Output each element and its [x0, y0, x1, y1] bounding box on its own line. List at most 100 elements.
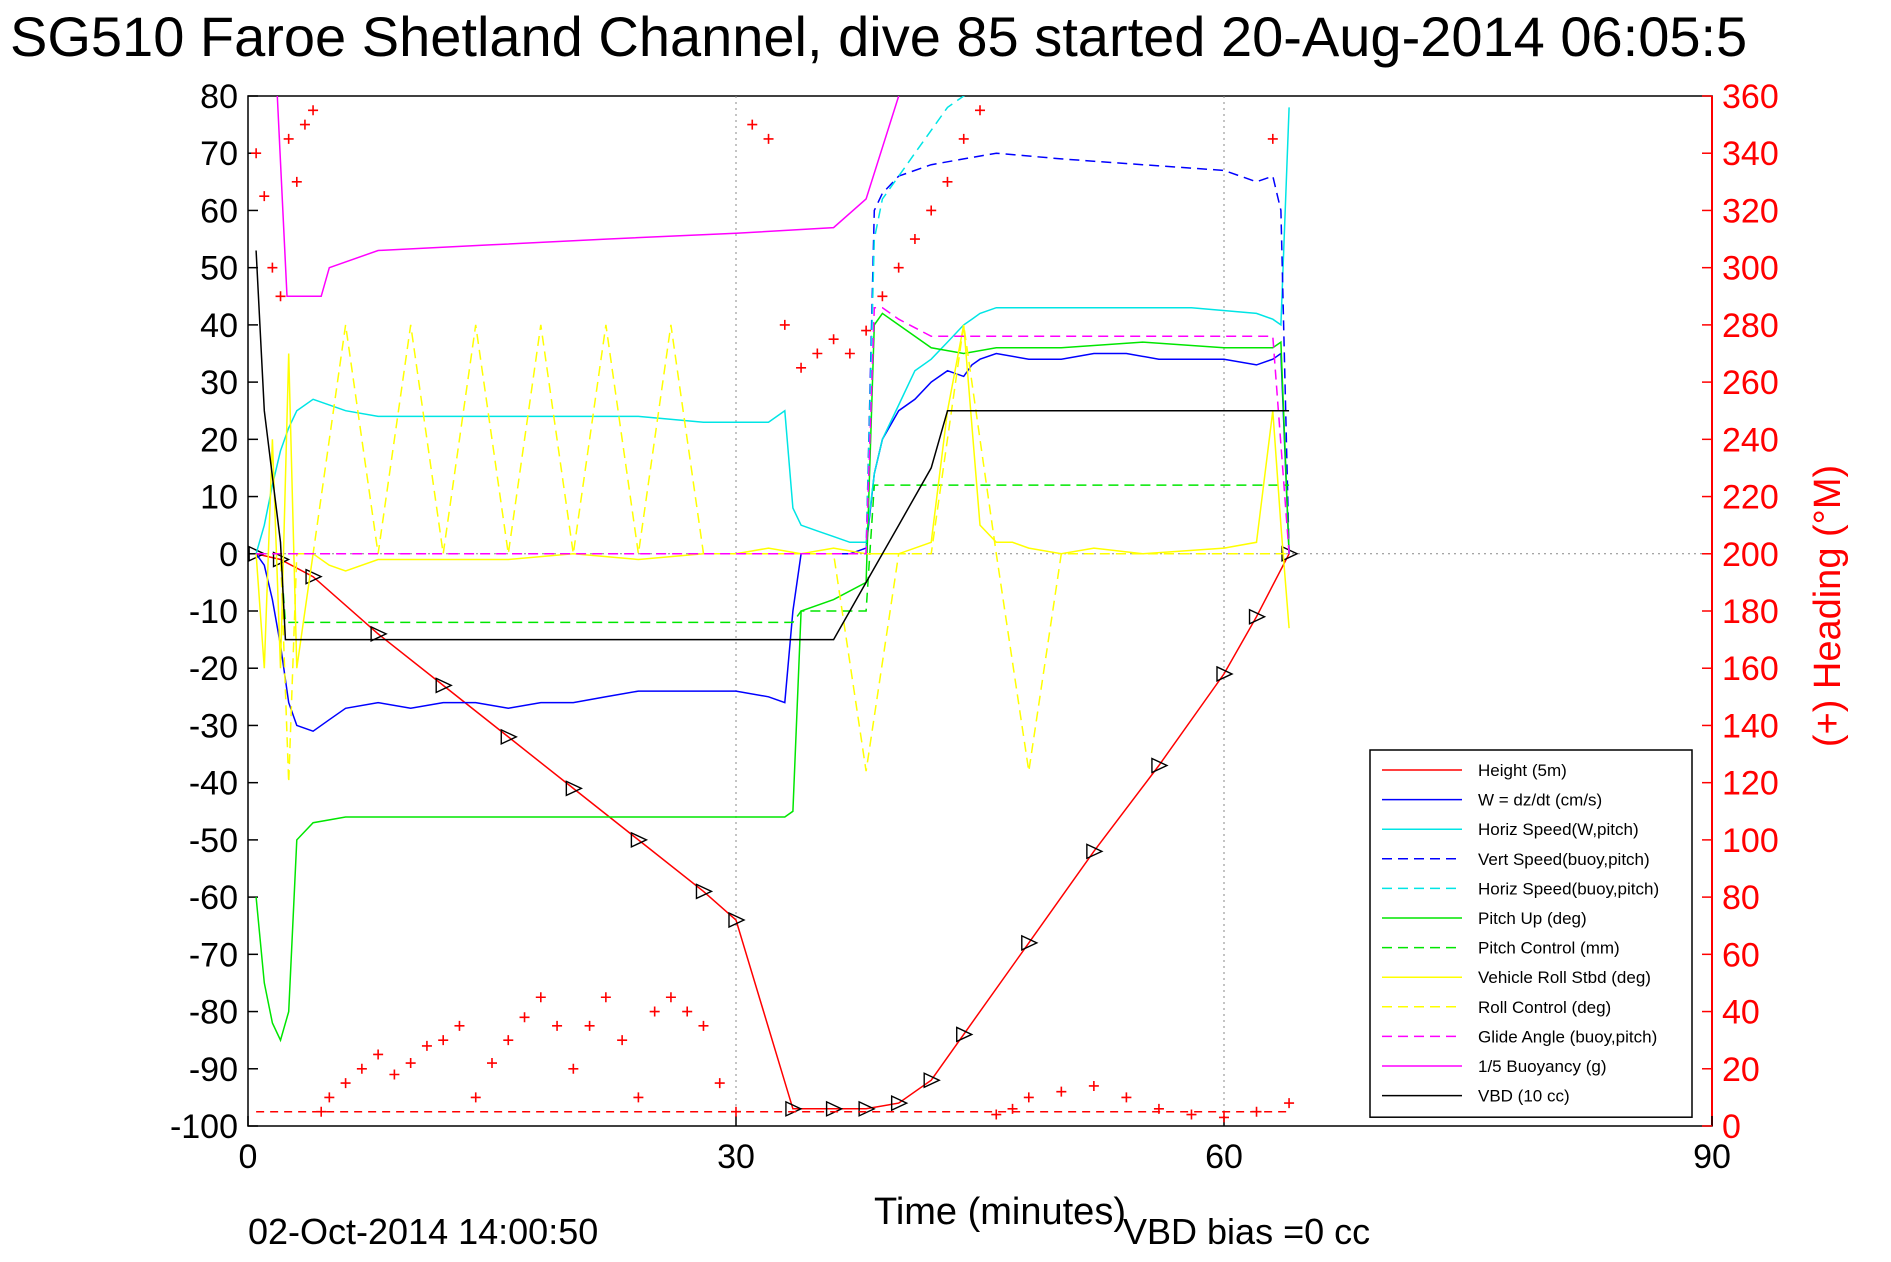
series-group: [248, 96, 1299, 1123]
heading-marker: [698, 1020, 709, 1031]
depth-sample-marker: [923, 1072, 941, 1089]
depth-sample-marker: [435, 677, 453, 694]
depth-sample-marker: [500, 728, 518, 745]
right-tick-label: 280: [1722, 307, 1779, 345]
series-horiz-speed-buoy-pitch: [865, 96, 966, 554]
heading-marker: [1121, 1092, 1132, 1103]
heading-marker: [340, 1078, 351, 1089]
right-tick-label: 140: [1722, 707, 1779, 745]
y-tick-label: 30: [200, 364, 238, 402]
right-tick-label: 100: [1722, 822, 1779, 860]
heading-marker: [649, 1006, 660, 1017]
legend-entry: Height (5m): [1478, 761, 1567, 780]
heading-marker: [584, 1020, 595, 1031]
right-tick-label: 160: [1722, 650, 1779, 688]
right-tick-label: 260: [1722, 364, 1779, 402]
heading-marker: [283, 133, 294, 144]
heading-marker: [1284, 1098, 1295, 1109]
legend-entry: Roll Control (deg): [1478, 998, 1611, 1017]
depth-sample-marker: [956, 1026, 974, 1043]
chart-title: SG510 Faroe Shetland Channel, dive 85 st…: [10, 5, 1747, 68]
y-tick-label: 40: [200, 307, 238, 345]
heading-marker: [251, 148, 262, 159]
heading-marker: [617, 1035, 628, 1046]
depth-sample-marker: [565, 780, 583, 797]
right-tick-label: 0: [1722, 1108, 1741, 1146]
depth-sample-marker: [728, 911, 746, 929]
legend-entry: Horiz Speed(buoy,pitch): [1478, 879, 1659, 898]
heading-marker: [299, 119, 310, 130]
heading-marker: [600, 992, 611, 1003]
heading-marker: [438, 1035, 449, 1046]
heading-marker: [267, 262, 278, 273]
heading-marker: [958, 133, 969, 144]
tick-labels: 0 30 60 9080706050403020100-10-20-30-40-50-…: [170, 78, 1779, 1176]
x-tick-label: 0: [239, 1138, 258, 1176]
heading-marker: [828, 334, 839, 345]
series-vert-speed-buoy-pitch: [865, 152, 1290, 554]
depth-sample-marker: [858, 1100, 876, 1117]
y-tick-label: -20: [189, 650, 238, 688]
heading-marker: [454, 1020, 465, 1031]
legend-entry: VBD (10 cc): [1478, 1087, 1570, 1106]
right-tick-label: 20: [1722, 1051, 1760, 1089]
heading-marker: [487, 1058, 497, 1069]
depth-sample-marker: [1086, 843, 1104, 860]
depth-sample-marker: [1021, 934, 1039, 951]
right-tick-label: 40: [1722, 994, 1760, 1032]
heading-marker: [421, 1040, 432, 1051]
series-pitch-up-deg: [255, 312, 1290, 1043]
heading-marker: [747, 119, 758, 130]
y-tick-label: 20: [200, 421, 238, 459]
heading-marker: [893, 262, 904, 273]
depth-sample-marker: [370, 625, 388, 642]
footer-date: 02-Oct-2014 14:00:50: [248, 1211, 598, 1252]
heading-marker: [909, 234, 920, 245]
heading-marker: [291, 176, 302, 187]
right-tick-label: 120: [1722, 765, 1779, 803]
heading-marker: [861, 325, 872, 336]
series-heading: [251, 105, 1295, 1123]
series-roll-control-deg: [256, 324, 1290, 783]
depth-sample-marker: [1248, 608, 1267, 625]
right-tick-label: 60: [1722, 936, 1760, 974]
heading-marker: [1219, 1112, 1229, 1123]
heading-marker: [926, 205, 937, 216]
heading-marker: [779, 319, 790, 330]
y-tick-label: -100: [170, 1108, 238, 1146]
right-tick-label: 360: [1722, 78, 1779, 116]
series-pitch-control-mm: [256, 484, 1290, 624]
heading-marker: [714, 1078, 725, 1089]
right-tick-label: 240: [1722, 421, 1779, 459]
heading-marker: [877, 291, 888, 302]
y-tick-label: 50: [200, 250, 238, 288]
heading-marker: [503, 1035, 514, 1046]
right-tick-label: 80: [1722, 879, 1760, 917]
heading-marker: [975, 105, 985, 116]
y-tick-label: -70: [189, 936, 238, 974]
depth-sample-marker: [1216, 665, 1234, 683]
heading-marker: [633, 1092, 644, 1103]
depth-sample-marker: [1151, 757, 1169, 774]
footer-vbd-bias: VBD bias =0 cc: [1123, 1211, 1370, 1252]
heading-marker: [373, 1049, 384, 1060]
y-tick-label: -10: [189, 593, 238, 631]
y-tick-label: 0: [219, 536, 238, 574]
right-tick-label: 180: [1722, 593, 1779, 631]
heading-marker: [356, 1063, 367, 1074]
heading-marker: [1088, 1080, 1099, 1091]
heading-marker: [763, 133, 774, 144]
x-tick-label: 30: [717, 1138, 755, 1176]
right-tick-label: 340: [1722, 135, 1779, 173]
heading-marker: [1267, 133, 1278, 144]
right-tick-label: 220: [1722, 479, 1779, 517]
legend: Height (5m) W = dz/dt (cm/s) Horiz Speed(W…: [1369, 749, 1693, 1118]
legend-box: [1369, 749, 1693, 1118]
heading-marker: [1056, 1086, 1067, 1097]
heading-marker: [812, 348, 823, 359]
depth-sample-marker: [305, 568, 323, 585]
y-tick-label: 70: [200, 135, 238, 173]
series-height-5m: [255, 553, 1290, 1110]
heading-marker: [389, 1069, 400, 1080]
